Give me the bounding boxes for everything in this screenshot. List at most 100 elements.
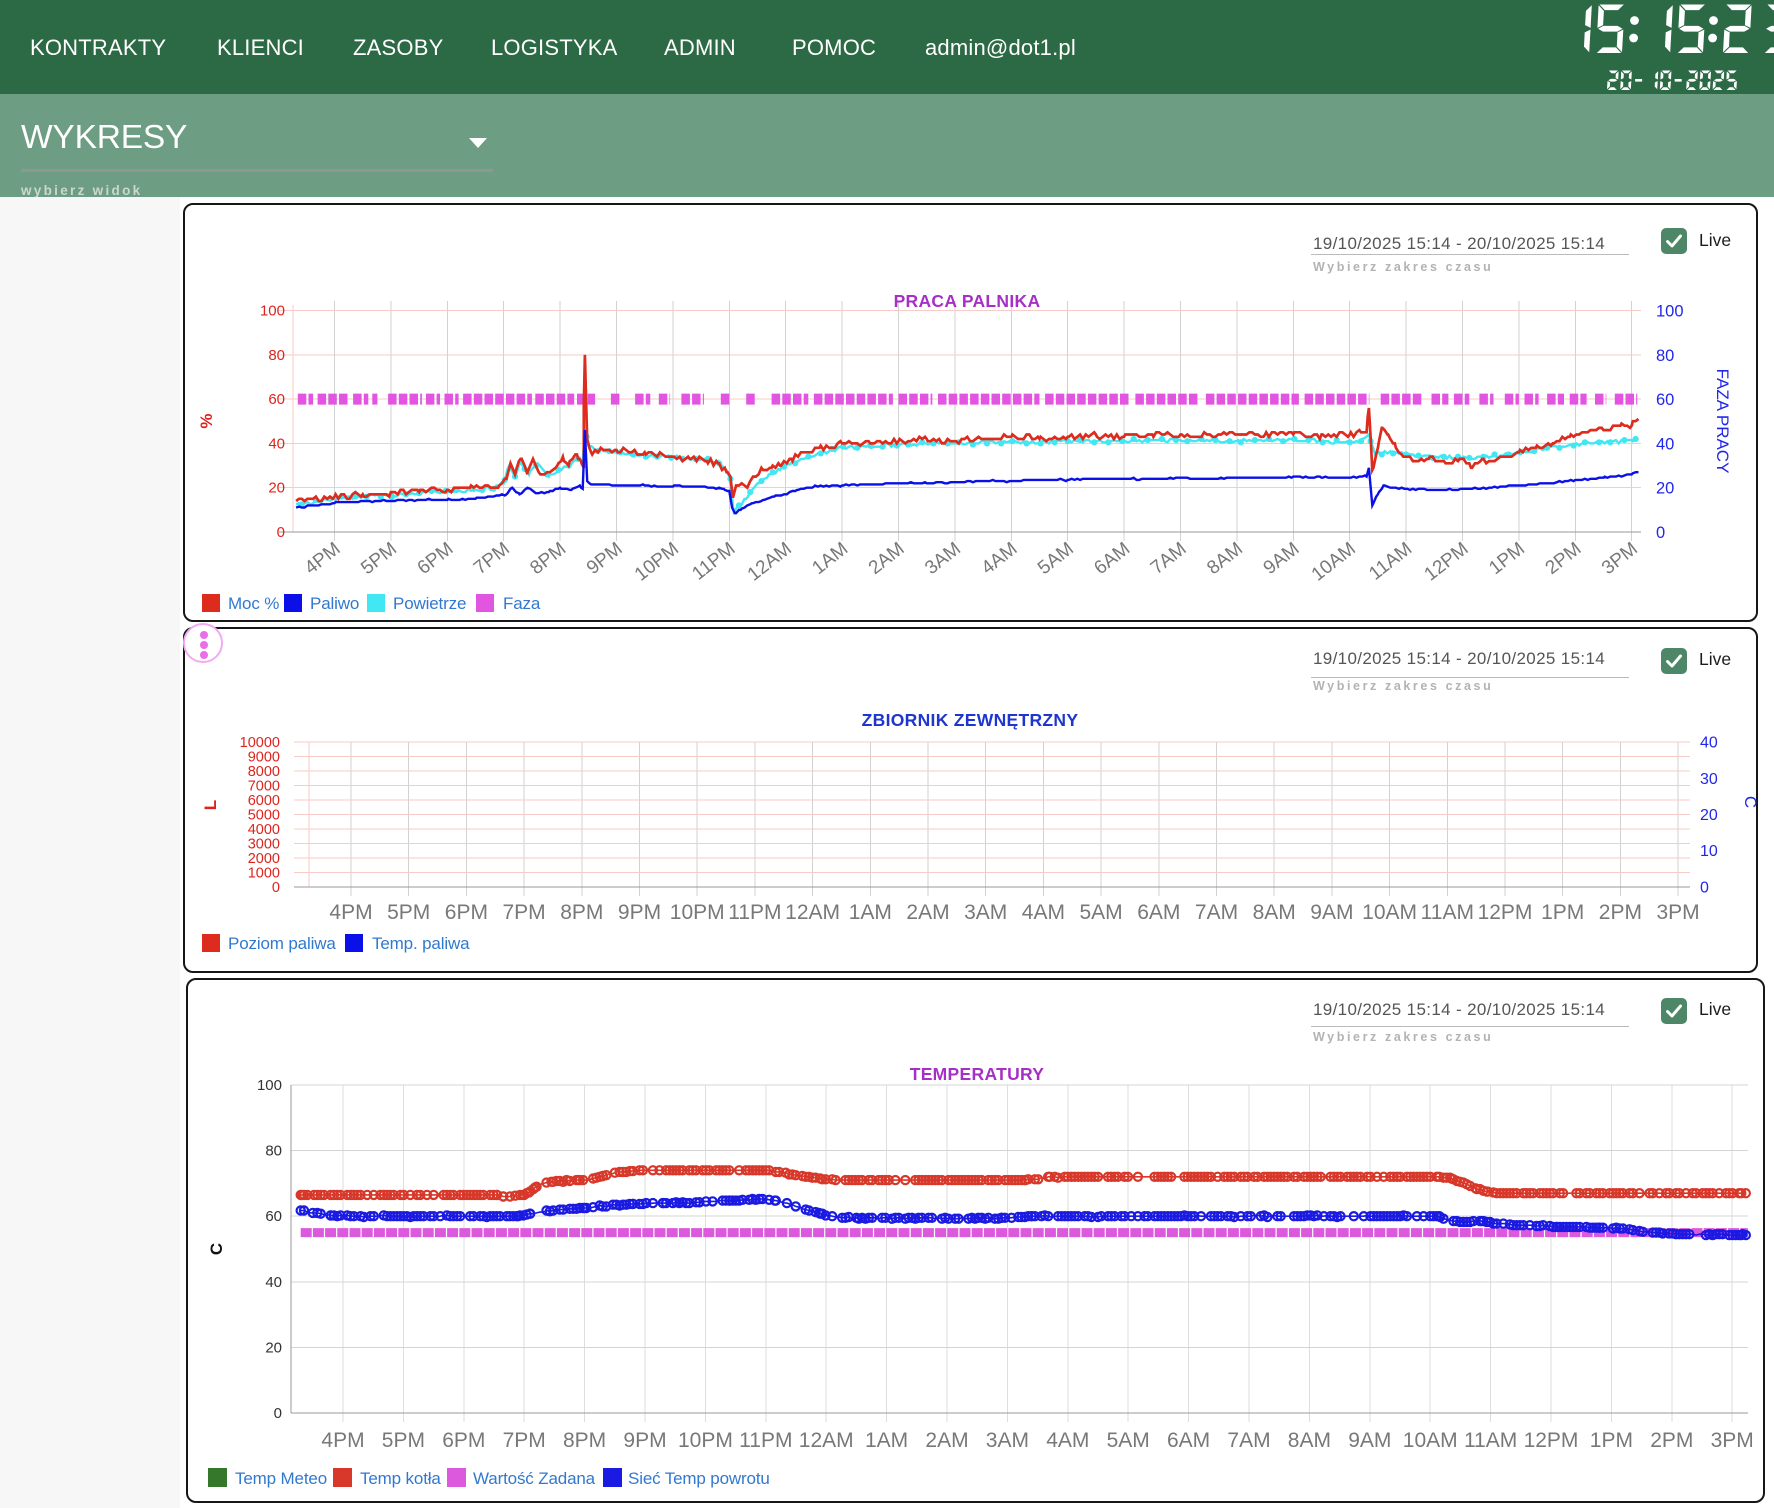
svg-text:12PM: 12PM xyxy=(1524,1429,1579,1452)
svg-text:8AM: 8AM xyxy=(1288,1429,1331,1452)
svg-text:6PM: 6PM xyxy=(414,538,458,579)
svg-text:100: 100 xyxy=(257,1077,282,1094)
svg-text:3PM: 3PM xyxy=(1657,901,1700,924)
svg-text:4AM: 4AM xyxy=(1046,1429,1089,1452)
svg-text:4AM: 4AM xyxy=(1022,901,1065,924)
svg-text:7AM: 7AM xyxy=(1195,901,1238,924)
svg-text:60: 60 xyxy=(1656,391,1674,409)
svg-text:PRACA PALNIKA: PRACA PALNIKA xyxy=(894,291,1041,311)
svg-text:Temp kotła: Temp kotła xyxy=(360,1469,441,1488)
svg-text:0: 0 xyxy=(1656,524,1665,542)
svg-text:5PM: 5PM xyxy=(357,538,401,579)
svg-text:5AM: 5AM xyxy=(1034,538,1078,579)
svg-text:10AM: 10AM xyxy=(1308,538,1360,585)
svg-text:8PM: 8PM xyxy=(560,901,603,924)
svg-text:9PM: 9PM xyxy=(583,538,627,579)
svg-text:5PM: 5PM xyxy=(382,1429,425,1452)
svg-text:8AM: 8AM xyxy=(1203,538,1247,579)
svg-text:40: 40 xyxy=(1656,435,1674,453)
svg-text:L: L xyxy=(201,800,220,810)
svg-text:12AM: 12AM xyxy=(744,538,796,585)
svg-text:9AM: 9AM xyxy=(1310,901,1353,924)
svg-text:10000: 10000 xyxy=(240,735,280,751)
svg-text:TEMPERATURY: TEMPERATURY xyxy=(910,1064,1045,1084)
svg-text:11AM: 11AM xyxy=(1421,901,1474,924)
svg-text:12PM: 12PM xyxy=(1478,901,1533,924)
svg-text:8PM: 8PM xyxy=(563,1429,606,1452)
svg-text:6AM: 6AM xyxy=(1090,538,1134,579)
svg-text:0: 0 xyxy=(277,524,285,541)
svg-text:12AM: 12AM xyxy=(785,901,840,924)
svg-text:60: 60 xyxy=(265,1208,282,1225)
svg-text:5PM: 5PM xyxy=(387,901,430,924)
svg-text:2000: 2000 xyxy=(248,851,280,867)
svg-text:2AM: 2AM xyxy=(865,538,909,579)
svg-text:40: 40 xyxy=(1700,735,1718,752)
svg-text:2PM: 2PM xyxy=(1599,901,1642,924)
svg-text:7000: 7000 xyxy=(248,779,280,795)
svg-text:10AM: 10AM xyxy=(1403,1429,1458,1452)
svg-text:80: 80 xyxy=(1656,347,1674,365)
svg-text:8PM: 8PM xyxy=(526,538,570,579)
svg-text:12AM: 12AM xyxy=(799,1429,854,1452)
svg-text:1AM: 1AM xyxy=(849,901,892,924)
svg-text:1AM: 1AM xyxy=(865,1429,908,1452)
svg-text:100: 100 xyxy=(1656,303,1684,321)
svg-text:4000: 4000 xyxy=(248,822,280,838)
svg-text:Sieć Temp powrotu: Sieć Temp powrotu xyxy=(628,1469,770,1488)
svg-text:20: 20 xyxy=(268,480,285,497)
svg-text:6000: 6000 xyxy=(248,793,280,809)
svg-text:2PM: 2PM xyxy=(1542,538,1586,579)
svg-text:FAZA PRACY: FAZA PRACY xyxy=(1713,369,1732,474)
svg-text:11PM: 11PM xyxy=(688,538,739,584)
svg-text:1PM: 1PM xyxy=(1541,901,1584,924)
svg-text:Powietrze: Powietrze xyxy=(393,594,466,613)
svg-text:6AM: 6AM xyxy=(1137,901,1180,924)
svg-text:4PM: 4PM xyxy=(321,1429,364,1452)
svg-text:10: 10 xyxy=(1700,843,1718,860)
svg-text:3AM: 3AM xyxy=(986,1429,1029,1452)
svg-text:1PM: 1PM xyxy=(1485,538,1529,579)
svg-text:Faza: Faza xyxy=(503,594,541,613)
svg-text:Temp. paliwa: Temp. paliwa xyxy=(372,934,470,953)
svg-text:6AM: 6AM xyxy=(1167,1429,1210,1452)
svg-text:3AM: 3AM xyxy=(921,538,965,579)
svg-text:1PM: 1PM xyxy=(1590,1429,1633,1452)
svg-text:0: 0 xyxy=(1700,880,1709,897)
svg-text:0: 0 xyxy=(274,1405,282,1422)
svg-text:Moc %: Moc % xyxy=(228,594,279,613)
svg-text:10PM: 10PM xyxy=(670,901,725,924)
svg-text:2PM: 2PM xyxy=(1650,1429,1693,1452)
svg-text:5AM: 5AM xyxy=(1107,1429,1150,1452)
svg-text:5AM: 5AM xyxy=(1080,901,1123,924)
svg-text:20: 20 xyxy=(1656,480,1674,498)
svg-text:5000: 5000 xyxy=(248,808,280,824)
svg-text:4PM: 4PM xyxy=(301,538,345,579)
svg-text:30: 30 xyxy=(1700,771,1718,788)
svg-text:ZBIORNIK ZEWNĘTRZNY: ZBIORNIK ZEWNĘTRZNY xyxy=(862,710,1079,730)
svg-text:9PM: 9PM xyxy=(623,1429,666,1452)
svg-text:Poziom paliwa: Poziom paliwa xyxy=(228,934,336,953)
svg-text:10AM: 10AM xyxy=(1362,901,1417,924)
svg-text:1AM: 1AM xyxy=(808,538,852,579)
svg-text:7AM: 7AM xyxy=(1227,1429,1270,1452)
svg-text:3PM: 3PM xyxy=(1598,538,1642,579)
svg-text:11AM: 11AM xyxy=(1464,1429,1517,1452)
svg-text:8000: 8000 xyxy=(248,764,280,780)
svg-text:4PM: 4PM xyxy=(329,901,372,924)
svg-text:7PM: 7PM xyxy=(503,1429,546,1452)
svg-text:Wartość Zadana: Wartość Zadana xyxy=(473,1469,596,1488)
svg-text:40: 40 xyxy=(268,435,285,452)
svg-text:80: 80 xyxy=(268,347,285,364)
svg-text:7AM: 7AM xyxy=(1147,538,1191,579)
svg-text:C: C xyxy=(1741,796,1758,808)
svg-text:9AM: 9AM xyxy=(1348,1429,1391,1452)
svg-text:60: 60 xyxy=(268,391,285,408)
svg-text:8AM: 8AM xyxy=(1253,901,1296,924)
svg-text:11AM: 11AM xyxy=(1365,538,1416,584)
svg-text:1000: 1000 xyxy=(248,866,280,882)
svg-text:20: 20 xyxy=(1700,807,1718,824)
svg-text:9000: 9000 xyxy=(248,750,280,766)
svg-text:2AM: 2AM xyxy=(925,1429,968,1452)
svg-text:100: 100 xyxy=(260,303,285,320)
